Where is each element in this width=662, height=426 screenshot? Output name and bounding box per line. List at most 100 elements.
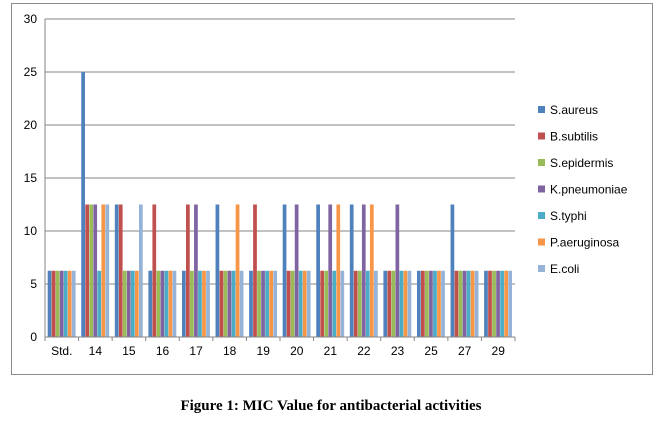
bar-p-aeruginosa [67,270,72,337]
legend-swatch [538,185,545,193]
x-tick-label: 20 [290,344,304,358]
bar-b-subtilis [421,270,425,337]
x-tick-label: 19 [257,344,271,358]
bar-k-pneumoniae [160,270,165,337]
bar-b-subtilis [320,270,325,337]
bar-b-subtilis [85,204,90,337]
y-tick-label: 20 [24,118,38,132]
bar-s-epidermis [290,270,295,337]
y-tick-label: 15 [24,171,38,185]
bar-e-coli [206,270,210,337]
bar-p-aeruginosa [369,204,374,337]
x-tick-label: 25 [424,344,438,358]
bar-e-coli [105,204,110,337]
bar-s-aureus [181,270,186,337]
bar-p-aeruginosa [235,204,240,337]
x-tick-label: 22 [357,344,371,358]
x-tick-label: 18 [223,344,237,358]
bar-s-aureus [215,204,220,337]
legend-swatch [538,159,545,166]
bar-b-subtilis [186,204,190,337]
bar-e-coli [273,270,278,337]
bar-b-subtilis [152,204,157,337]
bar-s-typhi [130,270,135,337]
bar-s-aureus [282,204,287,337]
bar-b-subtilis [488,270,492,337]
legend-swatch [538,212,545,219]
bar-s-epidermis [425,270,429,337]
bar-s-epidermis [391,270,396,337]
bar-b-subtilis [118,204,123,337]
bar-e-coli [139,204,143,337]
bar-k-pneumoniae [93,204,98,337]
legend-label: E.coli [550,262,579,276]
x-tick-label: 17 [189,344,203,358]
bar-p-aeruginosa [470,270,475,337]
bar-e-coli [340,270,345,337]
y-tick-label: 30 [24,12,38,26]
legend-swatch [538,132,545,140]
bar-s-typhi [500,270,504,337]
y-tick-label: 10 [24,224,38,238]
bar-k-pneumoniae [328,204,333,337]
bar-s-epidermis [156,270,161,337]
bar-k-pneumoniae [462,270,467,337]
bar-s-typhi [466,270,471,337]
bar-s-epidermis [122,270,127,337]
bar-b-subtilis [51,270,56,337]
bar-p-aeruginosa [269,270,273,337]
legend-label: K.pneumoniae [550,183,628,197]
bar-p-aeruginosa [302,270,307,337]
bar-s-epidermis [458,270,463,337]
bar-s-aureus [416,270,421,337]
legend-swatch [538,106,545,113]
bar-e-coli [474,270,479,337]
bar-s-aureus [349,204,354,337]
bar-b-subtilis [253,204,257,337]
x-tick-label: 14 [89,344,103,358]
y-tick-label: 5 [30,277,37,291]
bar-e-coli [306,270,311,337]
x-tick-label: 29 [492,344,506,358]
bar-p-aeruginosa [202,270,206,337]
bar-e-coli [407,270,412,337]
bar-e-coli [508,270,513,337]
bar-k-pneumoniae [395,204,400,337]
legend: S.aureus B.subtilis S.epidermis K.pneumonia… [538,103,628,276]
bar-s-typhi [231,270,236,337]
x-tick-label: 16 [156,344,170,358]
bar-e-coli [71,270,76,337]
bar-s-aureus [249,270,253,337]
y-tick-label: 25 [24,65,38,79]
bar-p-aeruginosa [134,270,139,337]
bar-s-epidermis [492,270,496,337]
bar-b-subtilis [353,270,358,337]
bar-s-aureus [47,270,52,337]
axis-layer: 0 5 10 15 20 25 30 Std. 14 15 16 17 18 19 20 21 22 23 25 27… [24,12,516,358]
legend-label: B.subtilis [550,130,598,144]
legend-label: S.aureus [550,103,598,117]
bar-s-aureus [148,270,153,337]
bar-k-pneumoniae [227,270,232,337]
bar-s-aureus [383,270,388,337]
x-tick-label: Std. [51,344,72,358]
bar-s-aureus [450,204,455,337]
bar-k-pneumoniae [194,204,198,337]
bar-e-coli [441,270,445,337]
x-tick-label: 21 [324,344,338,358]
bar-s-typhi [365,270,370,337]
chart-frame [11,3,653,375]
bar-k-pneumoniae [294,204,299,337]
bar-s-epidermis [89,204,94,337]
legend-label: S.epidermis [550,156,613,170]
bar-b-subtilis [219,270,224,337]
y-tick-label: 0 [30,330,37,344]
x-tick-label: 15 [122,344,136,358]
bar-s-aureus [316,204,320,337]
bar-k-pneumoniae [429,270,433,337]
bar-b-subtilis [387,270,392,337]
bar-p-aeruginosa [504,270,508,337]
bar-s-typhi [332,270,337,337]
bar-p-aeruginosa [403,270,408,337]
bar-p-aeruginosa [437,270,441,337]
